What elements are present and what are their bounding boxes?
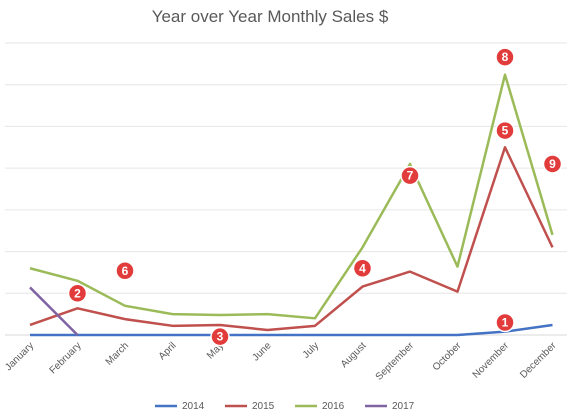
- marker-circle: [542, 154, 563, 174]
- x-tick-label: November: [471, 340, 512, 381]
- marker-circle: [352, 258, 373, 279]
- annotation-marker: 6: [115, 261, 135, 281]
- annotation-markers: 1 2 3 4 5 6 7 8 9: [67, 47, 563, 347]
- marker-label: 9: [549, 157, 556, 171]
- annotation-marker: 1: [495, 312, 515, 333]
- marker-circle: [400, 165, 420, 186]
- annotation-marker: 5: [495, 120, 515, 141]
- x-tick-label: October: [431, 340, 464, 373]
- marker-circle: [210, 326, 230, 347]
- x-tick-label: April: [157, 340, 179, 362]
- marker-label: 8: [502, 50, 509, 64]
- annotation-marker: 4: [352, 258, 373, 279]
- x-tick-label: June: [251, 340, 274, 363]
- marker-label: 1: [502, 315, 509, 329]
- legend-label: 2016: [322, 401, 345, 412]
- x-tick-label: August: [339, 340, 369, 370]
- series-line-2015: [29, 146, 554, 332]
- marker-circle: [67, 283, 88, 304]
- annotation-marker: 8: [495, 47, 515, 67]
- marker-circle: [115, 261, 135, 281]
- legend-item-2015: 2015: [225, 401, 275, 412]
- annotation-marker: 7: [400, 165, 420, 186]
- legend-item-2014: 2014: [155, 401, 205, 412]
- gridlines: [5, 42, 567, 336]
- series-line-2014: [30, 323, 553, 337]
- legend-item-2017: 2017: [365, 401, 415, 412]
- x-tick-label: March: [104, 340, 131, 367]
- x-tick-label: January: [3, 340, 36, 373]
- x-tick-label: September: [374, 340, 417, 383]
- marker-label: 3: [217, 330, 224, 344]
- series-lines: [29, 73, 554, 337]
- legend-label: 2015: [252, 401, 275, 412]
- legend-label: 2014: [182, 401, 205, 412]
- annotation-marker: 2: [67, 283, 88, 304]
- marker-label: 4: [359, 261, 366, 275]
- x-tick-label: February: [48, 340, 84, 376]
- x-axis-ticks: January February March April May June July Augu…: [3, 340, 559, 383]
- annotation-marker: 9: [542, 154, 563, 174]
- marker-circle: [495, 312, 515, 333]
- legend: 2014 2015 2016 2017: [155, 401, 415, 412]
- legend-label: 2017: [392, 401, 415, 412]
- marker-circle: [495, 120, 515, 141]
- series-line-2017: [29, 286, 79, 336]
- annotation-marker: 3: [210, 326, 230, 347]
- marker-label: 6: [122, 264, 129, 278]
- x-tick-label: December: [518, 340, 559, 381]
- marker-label: 5: [502, 124, 509, 138]
- series-line-2016: [29, 73, 554, 320]
- marker-label: 7: [407, 169, 414, 183]
- marker-label: 2: [74, 286, 81, 300]
- chart-title: Year over Year Monthly Sales $: [152, 7, 389, 26]
- legend-item-2016: 2016: [295, 401, 345, 412]
- x-tick-label: July: [301, 340, 321, 360]
- marker-circle: [495, 47, 515, 67]
